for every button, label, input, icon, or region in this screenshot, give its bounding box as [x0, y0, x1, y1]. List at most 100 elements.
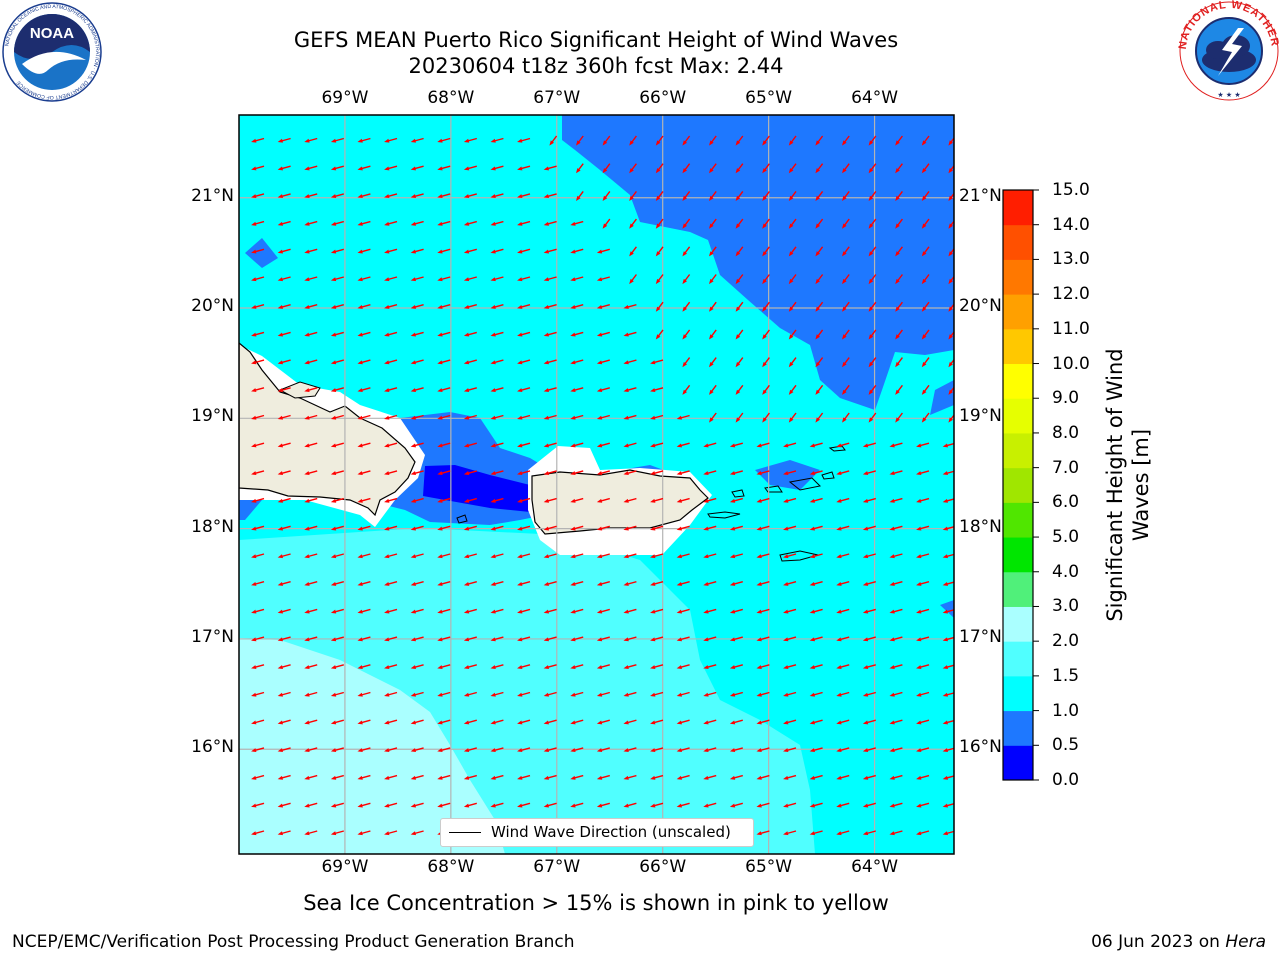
- wave-direction-arrowhead: [596, 665, 603, 669]
- wave-direction-arrowhead: [384, 249, 390, 254]
- wave-direction-arrowhead: [490, 415, 496, 420]
- wave-direction-arrowhead: [251, 332, 257, 337]
- wave-height-0.5-1.0-fill-w: [239, 500, 262, 520]
- wave-direction-arrowhead: [788, 306, 794, 312]
- wave-direction-arrowhead: [889, 471, 895, 476]
- wave-direction-arrowhead: [251, 581, 257, 586]
- wave-direction-arrowhead: [650, 388, 656, 392]
- wave-direction-arrowhead: [463, 748, 470, 753]
- wave-direction-arrowhead: [895, 389, 900, 395]
- wave-direction-arrowhead: [709, 140, 714, 146]
- wave-direction-arrowhead: [889, 443, 895, 448]
- wave-direction-arrowhead: [762, 223, 767, 229]
- colorbar-segment: [1003, 641, 1033, 677]
- wave-direction-arrowhead: [889, 665, 895, 669]
- wave-direction-arrowhead: [815, 334, 820, 340]
- wave-direction-arrowhead: [357, 332, 363, 337]
- wave-direction-arrowhead: [543, 609, 550, 614]
- wave-direction-arrowhead: [330, 360, 337, 365]
- wave-direction-arrowhead: [650, 637, 656, 642]
- wave-direction-arrowhead: [862, 720, 869, 725]
- wave-direction-arrowhead: [735, 334, 741, 340]
- wave-direction-arrowhead: [895, 168, 900, 174]
- wave-direction-arrowhead: [862, 803, 869, 808]
- colorbar-segment: [1003, 571, 1033, 607]
- wave-direction-arrowhead: [682, 389, 687, 395]
- wave-direction-arrowhead: [277, 581, 284, 586]
- wave-direction-arrowhead: [251, 166, 257, 171]
- wave-direction-arrowhead: [703, 803, 709, 808]
- wave-direction-arrowhead: [783, 637, 789, 642]
- wave-direction-arrowhead: [809, 831, 816, 836]
- wave-direction-arrowhead: [942, 803, 949, 808]
- wave-direction-arrowhead: [862, 471, 869, 476]
- wave-direction-arrowhead: [490, 720, 496, 725]
- wave-direction-arrowhead: [916, 554, 922, 559]
- wave-direction-arrowhead: [357, 304, 363, 309]
- wave-direction-arrowhead: [517, 332, 523, 337]
- wave-direction-arrowhead: [596, 692, 603, 697]
- wave-direction-arrowhead: [251, 443, 257, 448]
- wave-direction-arrowhead: [809, 720, 816, 725]
- wave-direction-arrowhead: [251, 249, 257, 254]
- wave-direction-arrowhead: [596, 581, 603, 586]
- wave-direction-arrowhead: [437, 803, 443, 808]
- wave-direction-arrowhead: [921, 223, 927, 229]
- nws-logo: NATIONAL WEATHER SERVICE ★ ★ ★: [1178, 0, 1280, 101]
- wave-direction-arrowhead: [384, 388, 390, 392]
- wave-direction-arrowhead: [756, 498, 762, 503]
- wave-direction-arrowhead: [889, 498, 895, 503]
- wave-direction-arrowhead: [463, 637, 470, 642]
- wave-direction-arrowhead: [862, 498, 869, 503]
- wave-direction-arrowhead: [783, 609, 789, 614]
- lat-label-left: 20°N: [191, 296, 234, 317]
- wave-direction-arrowhead: [357, 166, 363, 171]
- wave-direction-arrowhead: [570, 277, 576, 282]
- lat-label-left: 18°N: [191, 516, 234, 537]
- wave-direction-arrowhead: [783, 443, 789, 448]
- wave-direction-arrowhead: [543, 581, 550, 586]
- wave-direction-arrowhead: [543, 277, 550, 282]
- map-area: [239, 115, 954, 854]
- wave-direction-arrowhead: [762, 362, 767, 368]
- wave-direction-arrowhead: [862, 637, 869, 642]
- svg-text:★ ★ ★: ★ ★ ★: [1217, 91, 1240, 99]
- wave-direction-arrowhead: [357, 526, 363, 531]
- lon-label-top: 64°W: [851, 88, 899, 108]
- wave-direction-arrowhead: [330, 665, 337, 669]
- colorbar-segment: [1003, 294, 1033, 330]
- wave-direction-arrowhead: [783, 775, 789, 780]
- wave-direction-arrowhead: [304, 720, 310, 725]
- wave-direction-arrowhead: [676, 775, 683, 780]
- wave-direction-arrowhead: [517, 720, 523, 725]
- wave-direction-arrowhead: [596, 415, 603, 420]
- wave-direction-arrowhead: [543, 692, 550, 697]
- wave-direction-arrowhead: [842, 417, 847, 423]
- wave-direction-arrowhead: [942, 831, 949, 836]
- wave-direction-arrowhead: [304, 332, 310, 337]
- wave-direction-arrowhead: [735, 362, 741, 368]
- wave-direction-arrowhead: [490, 332, 496, 337]
- wave-direction-arrowhead: [517, 554, 523, 559]
- wave-direction-arrowhead: [517, 194, 523, 199]
- wave-direction-arrowhead: [623, 609, 629, 614]
- wave-direction-arrowhead: [543, 443, 550, 448]
- wave-direction-arrowhead: [490, 554, 496, 559]
- wave-direction-arrowhead: [437, 665, 443, 669]
- wave-direction-arrowhead: [596, 748, 603, 753]
- lat-label-right: 19°N: [959, 406, 1002, 427]
- wave-direction-arrowhead: [304, 249, 310, 254]
- wave-direction-arrowhead: [676, 665, 683, 669]
- wave-direction-arrowhead: [490, 249, 496, 254]
- gridlines: [239, 115, 954, 854]
- colorbar-segment: [1003, 224, 1033, 260]
- wave-direction-arrowhead: [543, 332, 550, 337]
- wave-direction-arrowhead: [330, 304, 337, 309]
- wave-direction-arrowhead: [895, 306, 900, 312]
- wave-direction-arrowhead: [921, 362, 927, 368]
- wave-direction-arrowhead: [602, 168, 608, 174]
- wave-direction-arrowhead: [596, 388, 603, 392]
- wave-direction-arrowhead: [783, 748, 789, 753]
- lat-label-left: 19°N: [191, 406, 234, 427]
- wave-direction-arrowhead: [410, 554, 417, 559]
